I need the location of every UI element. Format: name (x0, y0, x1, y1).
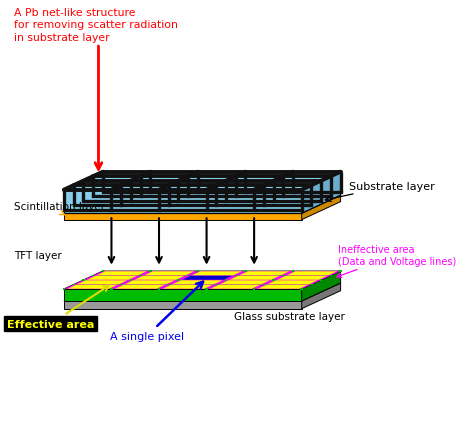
Polygon shape (167, 284, 170, 286)
Polygon shape (145, 272, 194, 276)
Polygon shape (87, 276, 137, 280)
Polygon shape (253, 289, 255, 290)
Polygon shape (130, 280, 132, 281)
Polygon shape (320, 280, 322, 281)
Polygon shape (64, 301, 301, 309)
Polygon shape (292, 271, 294, 272)
Polygon shape (301, 283, 341, 309)
Text: Glass substrate layer: Glass substrate layer (234, 311, 345, 321)
Polygon shape (188, 271, 246, 276)
Polygon shape (64, 283, 341, 301)
Polygon shape (92, 275, 94, 276)
Text: Effective area: Effective area (7, 319, 95, 329)
Polygon shape (239, 272, 289, 276)
Polygon shape (73, 284, 75, 286)
Polygon shape (64, 285, 121, 289)
Polygon shape (139, 275, 142, 276)
Polygon shape (111, 285, 169, 289)
Polygon shape (77, 281, 127, 285)
Polygon shape (263, 284, 265, 286)
Polygon shape (64, 289, 301, 301)
Polygon shape (207, 285, 264, 289)
Text: TFT layer: TFT layer (14, 251, 62, 261)
Polygon shape (301, 271, 341, 301)
Polygon shape (173, 281, 222, 285)
Polygon shape (179, 276, 236, 280)
Polygon shape (163, 285, 212, 289)
Polygon shape (230, 276, 280, 280)
Polygon shape (82, 280, 84, 281)
Polygon shape (149, 271, 152, 272)
Polygon shape (125, 281, 175, 285)
Polygon shape (226, 276, 283, 280)
Polygon shape (215, 284, 218, 286)
Polygon shape (282, 275, 284, 276)
Polygon shape (64, 271, 341, 289)
Polygon shape (131, 276, 188, 280)
Polygon shape (205, 289, 208, 290)
Polygon shape (63, 289, 65, 290)
Polygon shape (93, 271, 150, 276)
Polygon shape (225, 280, 227, 281)
Polygon shape (135, 276, 184, 280)
Polygon shape (273, 276, 331, 280)
Polygon shape (64, 196, 341, 214)
Polygon shape (287, 272, 337, 276)
Polygon shape (97, 272, 146, 276)
Polygon shape (182, 276, 232, 280)
Polygon shape (101, 271, 104, 272)
Polygon shape (258, 285, 308, 289)
Polygon shape (330, 275, 332, 276)
Polygon shape (158, 289, 160, 290)
Polygon shape (220, 281, 270, 285)
Text: A Pb net-like structure
for removing scatter radiation
in substrate layer: A Pb net-like structure for removing sca… (14, 8, 178, 43)
Polygon shape (197, 271, 199, 272)
Polygon shape (64, 214, 301, 220)
Polygon shape (283, 271, 341, 276)
Polygon shape (244, 271, 246, 272)
Polygon shape (115, 285, 165, 289)
Polygon shape (264, 280, 321, 285)
Polygon shape (301, 196, 341, 220)
Polygon shape (73, 280, 131, 285)
Polygon shape (254, 285, 311, 289)
Polygon shape (83, 276, 141, 280)
Polygon shape (277, 276, 327, 280)
Polygon shape (68, 285, 118, 289)
Polygon shape (64, 190, 301, 214)
Polygon shape (121, 280, 179, 285)
Text: A single pixel: A single pixel (110, 282, 203, 341)
Polygon shape (187, 275, 190, 276)
Polygon shape (141, 271, 198, 276)
Polygon shape (339, 271, 342, 272)
Polygon shape (235, 275, 237, 276)
Polygon shape (159, 285, 216, 289)
Polygon shape (301, 172, 341, 214)
Polygon shape (110, 289, 113, 290)
Polygon shape (120, 284, 122, 286)
Polygon shape (169, 280, 226, 285)
Text: Scintillation layer: Scintillation layer (14, 202, 105, 212)
Polygon shape (268, 281, 318, 285)
Polygon shape (177, 280, 180, 281)
Polygon shape (310, 284, 313, 286)
Polygon shape (192, 272, 242, 276)
Polygon shape (273, 280, 275, 281)
Polygon shape (216, 280, 273, 285)
Polygon shape (301, 289, 303, 290)
Polygon shape (236, 271, 293, 276)
Text: Ineffective area
(Data and Voltage lines): Ineffective area (Data and Voltage lines… (337, 245, 456, 278)
Polygon shape (64, 172, 341, 190)
Polygon shape (210, 285, 260, 289)
Text: Substrate layer: Substrate layer (325, 181, 435, 202)
